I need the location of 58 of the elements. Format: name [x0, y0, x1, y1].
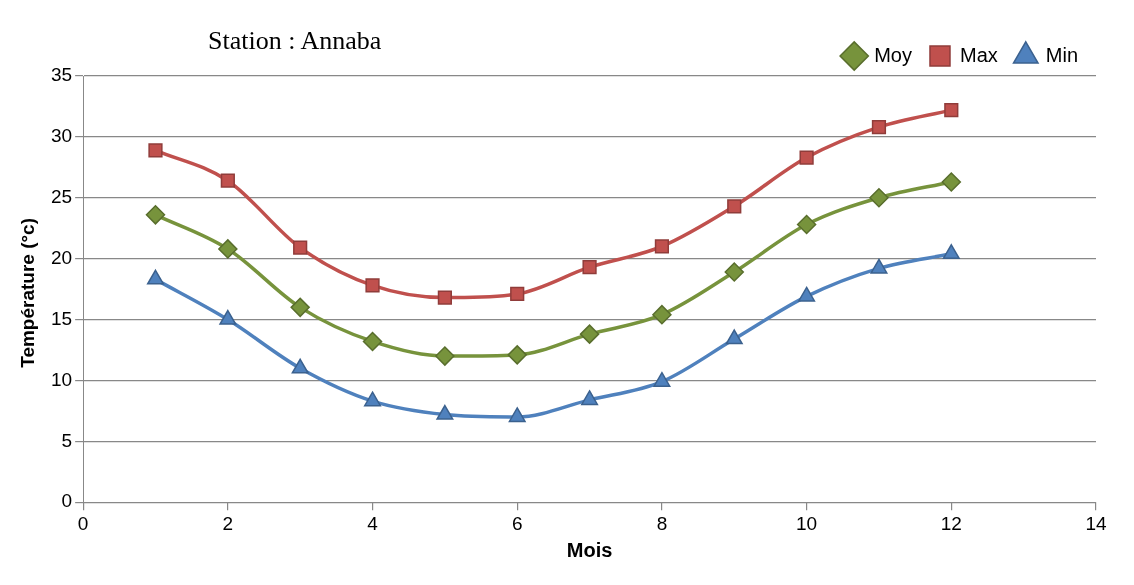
point: [365, 278, 380, 293]
point: [798, 286, 816, 302]
legend-label: Min: [1045, 43, 1079, 66]
point: [581, 390, 599, 406]
point: [869, 188, 889, 208]
point: [146, 269, 165, 285]
point: [436, 404, 454, 420]
point: [724, 262, 745, 282]
point: [796, 214, 817, 235]
point: [437, 290, 452, 305]
point: [727, 199, 742, 214]
x-axis-title: Mois: [566, 538, 613, 561]
point: [148, 143, 163, 158]
point: [145, 205, 166, 225]
point: [653, 371, 671, 387]
point: [871, 120, 887, 135]
x-tick-label: 2: [222, 512, 234, 534]
legend-label: Max: [959, 43, 998, 66]
x-tick-label: 6: [511, 512, 523, 534]
x-tick-label: 8: [656, 512, 668, 534]
x-tick-label: 4: [367, 512, 379, 534]
point: [362, 331, 383, 352]
x-tick-label: 14: [1085, 512, 1107, 534]
y-tick-label: 30: [50, 125, 73, 147]
point: [652, 304, 672, 325]
point: [220, 173, 235, 188]
point: [579, 324, 600, 344]
point: [654, 239, 670, 254]
x-tick-label: 0: [77, 512, 89, 534]
point: [219, 309, 237, 325]
chart-title: Station : Annaba: [208, 26, 382, 56]
point: [942, 244, 960, 260]
point: [582, 260, 597, 275]
point: [944, 102, 959, 118]
y-tick-label: 10: [50, 368, 73, 390]
y-axis-title: Température (°c): [17, 217, 39, 368]
point: [291, 358, 309, 374]
point: [510, 286, 525, 302]
point: [435, 346, 455, 366]
point: [293, 240, 308, 255]
point: [870, 258, 888, 274]
y-tick-label: 0: [61, 490, 73, 512]
x-tick-label: 10: [796, 512, 818, 534]
y-tick-label: 5: [61, 429, 73, 451]
y-tick-label: 15: [50, 307, 73, 329]
point: [507, 345, 527, 365]
y-tick-label: 25: [50, 186, 73, 208]
legend-label: Moy: [874, 43, 912, 66]
point: [363, 391, 382, 407]
point: [941, 172, 962, 192]
point: [725, 329, 743, 345]
point: [290, 297, 310, 318]
point: [508, 407, 526, 423]
point: [799, 150, 814, 165]
point: [218, 239, 238, 259]
y-tick-label: 35: [50, 64, 73, 86]
y-tick-label: 20: [50, 246, 73, 268]
x-tick-label: 12: [940, 512, 962, 534]
